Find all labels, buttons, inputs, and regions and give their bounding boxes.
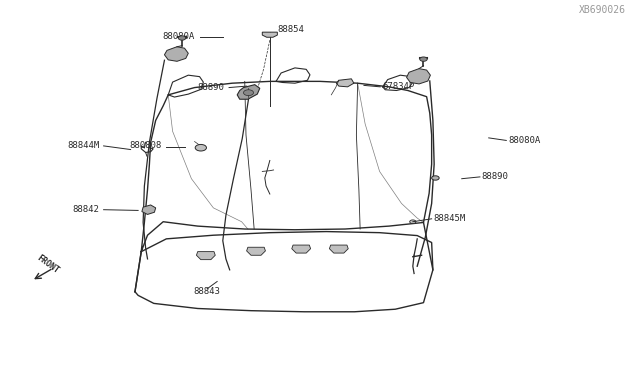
Polygon shape	[164, 47, 188, 61]
Polygon shape	[406, 68, 430, 84]
Polygon shape	[246, 247, 266, 255]
Text: 67834P: 67834P	[383, 82, 415, 92]
Text: 88890: 88890	[482, 172, 509, 182]
Polygon shape	[237, 85, 260, 99]
Circle shape	[179, 36, 186, 40]
Text: 88844M: 88844M	[67, 141, 99, 150]
Circle shape	[195, 144, 207, 151]
Circle shape	[431, 176, 439, 180]
Circle shape	[410, 220, 416, 224]
Text: FRONT: FRONT	[35, 253, 61, 275]
Text: 88854: 88854	[277, 25, 304, 34]
Polygon shape	[336, 79, 354, 87]
Text: 88845M: 88845M	[433, 214, 465, 223]
Text: 880808: 880808	[130, 141, 162, 150]
Text: 88080A: 88080A	[508, 136, 540, 145]
Polygon shape	[142, 205, 156, 214]
Text: XB690026: XB690026	[579, 5, 626, 15]
Text: 88843: 88843	[194, 287, 221, 296]
Text: 88842: 88842	[72, 205, 99, 214]
Circle shape	[243, 90, 253, 96]
Polygon shape	[292, 245, 310, 253]
Polygon shape	[262, 32, 277, 37]
Text: 88080A: 88080A	[163, 32, 195, 41]
Text: 88890: 88890	[197, 83, 224, 92]
Circle shape	[420, 57, 428, 61]
Polygon shape	[196, 251, 215, 260]
Polygon shape	[330, 245, 348, 253]
